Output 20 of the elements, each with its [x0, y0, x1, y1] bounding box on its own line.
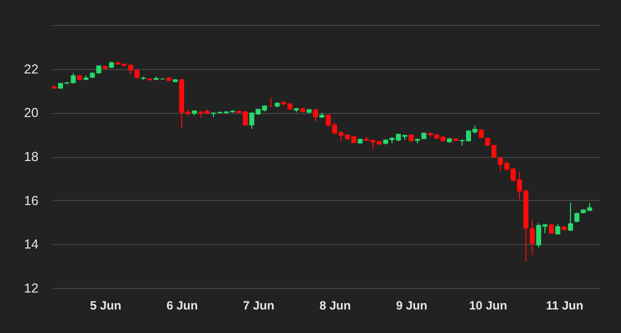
candlestick	[568, 202, 574, 232]
x-tick-label: 10 Jun	[469, 298, 508, 312]
candlestick	[313, 108, 318, 122]
y-tick-label: 16	[24, 192, 38, 208]
candlestick	[548, 224, 554, 235]
candlestick	[478, 128, 484, 139]
x-tick-label: 6 Jun	[166, 298, 198, 312]
x-tick-label: 9 Jun	[396, 298, 428, 312]
y-tick-label: 20	[24, 105, 38, 120]
x-tick-label: 8 Jun	[319, 298, 351, 312]
x-tick-label: 5 Jun	[90, 298, 122, 312]
y-tick-label: 22	[24, 61, 38, 76]
candlestick	[574, 212, 580, 223]
candlestick	[268, 96, 274, 108]
x-tick-label: 7 Jun	[242, 298, 274, 312]
y-tick-label: 12	[24, 280, 38, 296]
candlestick	[530, 220, 535, 256]
y-tick-label: 18	[24, 149, 38, 164]
x-tick-label: 11 Jun	[546, 298, 584, 312]
y-tick-label: 14	[24, 236, 38, 252]
